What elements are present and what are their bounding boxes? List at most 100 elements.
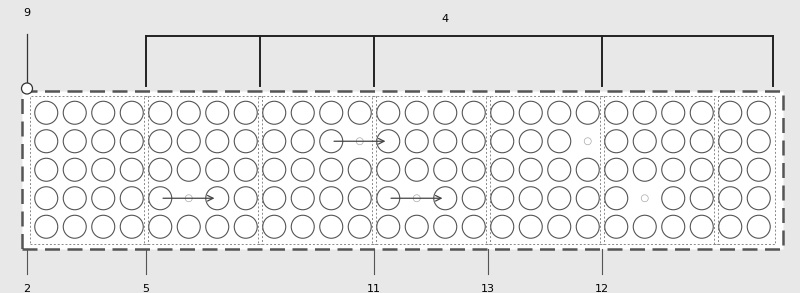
Circle shape: [63, 158, 86, 181]
Circle shape: [406, 158, 428, 181]
Circle shape: [348, 187, 371, 210]
Circle shape: [718, 187, 742, 210]
Circle shape: [262, 101, 286, 124]
Circle shape: [662, 101, 685, 124]
Circle shape: [605, 187, 628, 210]
Circle shape: [63, 130, 86, 153]
Circle shape: [120, 187, 143, 210]
Circle shape: [434, 215, 457, 238]
Circle shape: [291, 187, 314, 210]
Circle shape: [434, 130, 457, 153]
Circle shape: [634, 101, 656, 124]
Circle shape: [548, 130, 570, 153]
Circle shape: [662, 130, 685, 153]
Circle shape: [406, 130, 428, 153]
Circle shape: [356, 138, 363, 145]
Circle shape: [406, 215, 428, 238]
Circle shape: [548, 215, 570, 238]
Circle shape: [34, 130, 58, 153]
Circle shape: [377, 158, 400, 181]
Circle shape: [718, 130, 742, 153]
Circle shape: [291, 215, 314, 238]
Circle shape: [519, 101, 542, 124]
Circle shape: [576, 158, 599, 181]
Circle shape: [747, 187, 770, 210]
Circle shape: [462, 130, 486, 153]
Circle shape: [120, 158, 143, 181]
Circle shape: [120, 101, 143, 124]
Circle shape: [186, 195, 192, 202]
Circle shape: [377, 215, 400, 238]
Circle shape: [605, 158, 628, 181]
Circle shape: [548, 101, 570, 124]
Circle shape: [149, 187, 172, 210]
Circle shape: [92, 187, 114, 210]
Circle shape: [634, 215, 656, 238]
Circle shape: [605, 130, 628, 153]
Circle shape: [462, 215, 486, 238]
Circle shape: [576, 187, 599, 210]
Circle shape: [149, 215, 172, 238]
Circle shape: [320, 101, 342, 124]
Circle shape: [92, 101, 114, 124]
Text: 2: 2: [23, 284, 30, 293]
Bar: [30, 96, 148, 244]
Circle shape: [262, 158, 286, 181]
Circle shape: [178, 215, 200, 238]
Circle shape: [462, 187, 486, 210]
Circle shape: [34, 101, 58, 124]
Circle shape: [348, 101, 371, 124]
Circle shape: [548, 187, 570, 210]
Circle shape: [462, 158, 486, 181]
Circle shape: [262, 215, 286, 238]
Circle shape: [406, 101, 428, 124]
Circle shape: [519, 158, 542, 181]
Text: 11: 11: [367, 284, 381, 293]
Bar: [714, 96, 775, 244]
Circle shape: [605, 101, 628, 124]
Text: 9: 9: [23, 8, 30, 18]
Circle shape: [120, 215, 143, 238]
Bar: [22, 91, 783, 249]
Circle shape: [662, 158, 685, 181]
Circle shape: [320, 158, 342, 181]
Circle shape: [149, 130, 172, 153]
Circle shape: [178, 130, 200, 153]
Circle shape: [576, 101, 599, 124]
Circle shape: [234, 187, 258, 210]
Bar: [372, 96, 490, 244]
Circle shape: [206, 215, 229, 238]
Circle shape: [576, 215, 599, 238]
Circle shape: [348, 158, 371, 181]
Circle shape: [584, 138, 591, 145]
Circle shape: [490, 215, 514, 238]
Bar: [258, 96, 376, 244]
Circle shape: [519, 215, 542, 238]
Circle shape: [690, 158, 714, 181]
Circle shape: [178, 158, 200, 181]
Circle shape: [92, 215, 114, 238]
Circle shape: [747, 101, 770, 124]
Circle shape: [206, 130, 229, 153]
Circle shape: [320, 187, 342, 210]
Circle shape: [490, 187, 514, 210]
Circle shape: [690, 101, 714, 124]
Circle shape: [22, 83, 33, 94]
Circle shape: [206, 101, 229, 124]
Circle shape: [320, 130, 342, 153]
Circle shape: [377, 101, 400, 124]
Circle shape: [206, 158, 229, 181]
Bar: [486, 96, 604, 244]
Circle shape: [718, 158, 742, 181]
Circle shape: [320, 215, 342, 238]
Circle shape: [120, 130, 143, 153]
Circle shape: [718, 215, 742, 238]
Circle shape: [462, 101, 486, 124]
Circle shape: [662, 187, 685, 210]
Circle shape: [718, 101, 742, 124]
Circle shape: [291, 158, 314, 181]
Circle shape: [434, 187, 457, 210]
Circle shape: [234, 215, 258, 238]
Circle shape: [490, 158, 514, 181]
Circle shape: [434, 158, 457, 181]
